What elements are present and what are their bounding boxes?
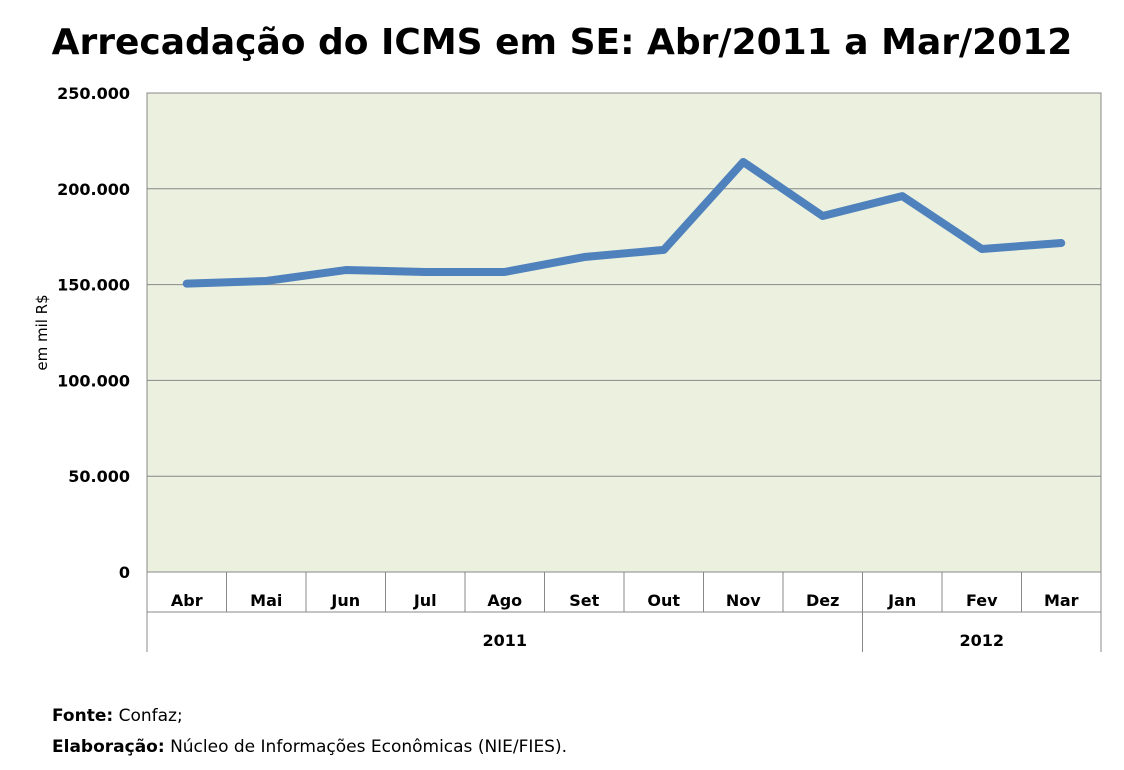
x-tick-label: Dez — [806, 591, 839, 610]
source-value: Confaz; — [118, 706, 183, 726]
y-tick-label: 200.000 — [57, 180, 130, 199]
y-tick-label: 50.000 — [68, 467, 130, 486]
x-tick-label: Fev — [966, 591, 998, 610]
y-tick-label: 100.000 — [57, 371, 130, 390]
x-tick-label: Set — [569, 591, 599, 610]
x-tick-label: Ago — [487, 591, 522, 610]
x-tick-label: Mai — [250, 591, 282, 610]
author-note: Elaboração: Núcleo de Informações Econôm… — [52, 737, 567, 757]
source-note: Fonte: Confaz; — [52, 706, 183, 726]
series-line — [182, 157, 1066, 288]
x-group-label: 2011 — [482, 631, 527, 650]
chart-title: Arrecadação do ICMS em SE: Abr/2011 a Ma… — [51, 22, 1073, 63]
x-tick-label: Mar — [1044, 591, 1079, 610]
x-tick-label: Abr — [171, 591, 203, 610]
source-label: Fonte: — [52, 706, 114, 726]
x-tick-label: Jun — [330, 591, 360, 610]
y-tick-label: 150.000 — [57, 276, 130, 295]
x-tick-label: Nov — [726, 591, 761, 610]
y-axis-label: em mil R$ — [33, 294, 51, 370]
x-tick-label: Jan — [887, 591, 916, 610]
y-tick-label: 0 — [119, 563, 130, 582]
plot-area — [146, 92, 1102, 573]
x-group-label: 2012 — [959, 631, 1004, 650]
y-tick-label: 250.000 — [57, 84, 130, 103]
author-value: Núcleo de Informações Econômicas (NIE/FI… — [170, 737, 568, 757]
x-tick-label: Out — [647, 591, 680, 610]
author-label: Elaboração: — [52, 737, 165, 757]
x-tick-label: Jul — [413, 591, 437, 610]
